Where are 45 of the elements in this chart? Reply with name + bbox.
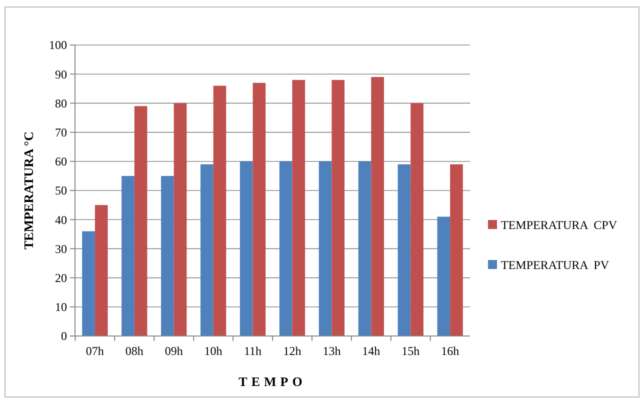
x-tick-label: 11h <box>244 344 262 358</box>
bar <box>240 161 253 336</box>
bar <box>332 80 345 336</box>
bar <box>279 161 292 336</box>
y-tick-label: 90 <box>55 67 67 82</box>
x-tick-label: 07h <box>86 344 104 358</box>
bar <box>122 176 134 336</box>
bar <box>161 176 174 336</box>
x-tick-label: 08h <box>125 344 144 358</box>
x-tick-label: 14h <box>362 344 380 358</box>
y-tick-label: 100 <box>49 38 67 52</box>
y-tick-label: 50 <box>55 184 67 198</box>
x-tick-label: 16h <box>441 344 460 358</box>
bar <box>437 216 450 336</box>
y-tick-label: 80 <box>55 96 67 110</box>
bar <box>450 164 463 336</box>
y-tick-label: 60 <box>55 154 67 169</box>
bar <box>292 80 306 336</box>
y-tick-label: 30 <box>55 242 67 256</box>
x-tick-label: 12h <box>283 344 302 358</box>
bar <box>213 86 226 336</box>
bar <box>371 77 384 336</box>
legend-label: TEMPERATURA CPV <box>501 218 618 232</box>
bar <box>134 106 148 336</box>
x-axis-title: TEMPO <box>238 374 306 389</box>
bar <box>410 103 424 336</box>
y-tick-label: 10 <box>55 300 67 314</box>
bar <box>358 161 372 336</box>
bar <box>318 161 332 336</box>
bar <box>174 103 187 336</box>
y-axis-title: TEMPERATURA °C <box>21 132 36 250</box>
legend-label: TEMPERATURA PV <box>501 258 610 272</box>
bar <box>398 164 411 336</box>
x-tick-label: 10h <box>204 344 222 358</box>
y-tick-label: 70 <box>55 126 67 140</box>
bar <box>200 164 214 336</box>
bar <box>94 205 108 336</box>
y-tick-label: 40 <box>55 212 67 227</box>
x-tick-label: 09h <box>164 344 183 358</box>
x-tick-label: 13h <box>322 344 341 358</box>
bar <box>82 231 95 336</box>
y-tick-label: 0 <box>61 329 67 344</box>
bar <box>252 82 266 336</box>
x-tick-label: 15h <box>402 344 420 358</box>
y-tick-label: 20 <box>55 271 67 285</box>
